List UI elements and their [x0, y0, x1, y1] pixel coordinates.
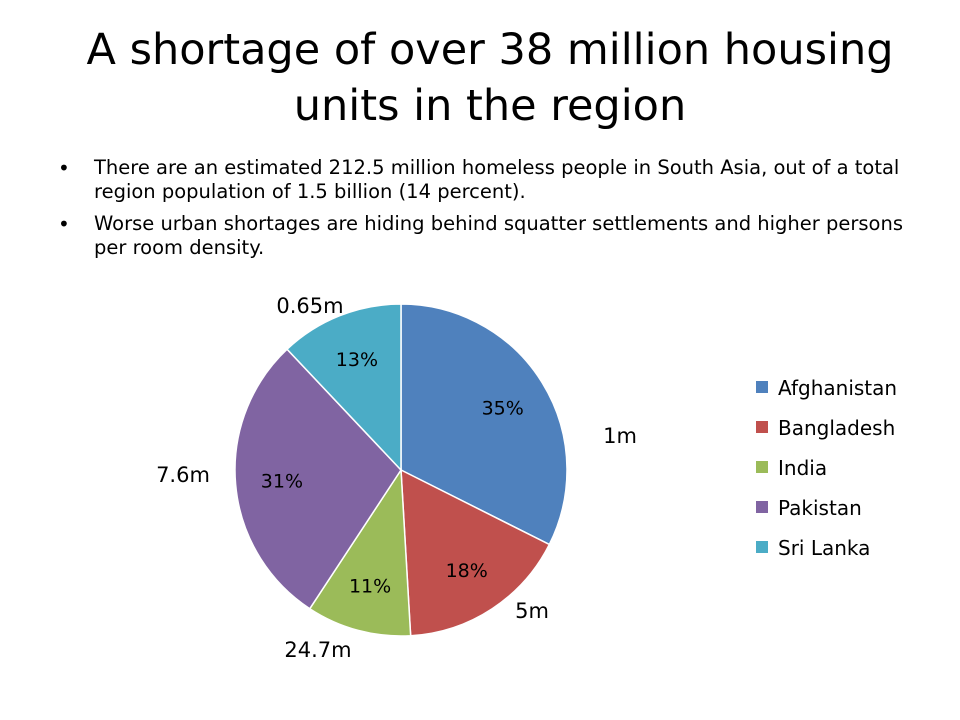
legend-swatch — [756, 501, 768, 513]
legend-label: Afghanistan — [778, 376, 897, 400]
value-label: 1m — [603, 424, 637, 448]
pie-slice-india — [308, 467, 412, 637]
legend-swatch — [756, 421, 768, 433]
value-label: 7.6m — [156, 463, 210, 487]
percent-label: 35% — [482, 397, 524, 419]
legend-swatch — [756, 541, 768, 553]
legend-label: Bangladesh — [778, 416, 895, 440]
pie-slice-pakistan — [234, 348, 402, 610]
legend-item: India — [756, 456, 827, 480]
bullet-list: There are an estimated 212.5 million hom… — [58, 156, 918, 268]
percent-label: 31% — [261, 470, 303, 492]
percent-label: 13% — [336, 349, 378, 371]
percent-labels: 35% 18% 11% 31% 13% — [261, 349, 524, 598]
slide-title: A shortage of over 38 million housing un… — [86, 25, 894, 131]
value-labels: 1m 5m 24.7m 7.6m 0.65m — [156, 294, 637, 662]
legend-item: Afghanistan — [756, 376, 897, 400]
bullet-item: There are an estimated 212.5 million hom… — [58, 156, 918, 204]
value-label: 0.65m — [276, 294, 343, 318]
legend-label: India — [778, 456, 827, 480]
value-label: 5m — [515, 599, 549, 623]
percent-label: 18% — [446, 560, 488, 582]
pie-slices — [234, 303, 568, 637]
value-label: 24.7m — [284, 638, 351, 662]
legend-item: Pakistan — [756, 496, 862, 520]
percent-label: 11% — [349, 575, 391, 597]
legend-item: Bangladesh — [756, 416, 895, 440]
bullet-item: Worse urban shortages are hiding behind … — [58, 212, 918, 260]
legend-swatch — [756, 381, 768, 393]
legend-swatch — [756, 461, 768, 473]
legend-label: Pakistan — [778, 496, 862, 520]
pie-slice-bangladesh — [400, 468, 551, 637]
legend-item: Sri Lanka — [756, 536, 870, 560]
pie-slice-sri-lanka — [286, 303, 402, 472]
pie-slice-afghanistan — [400, 303, 568, 546]
legend: Afghanistan Bangladesh India Pakistan Sri La… — [756, 376, 897, 560]
legend-label: Sri Lanka — [778, 536, 870, 560]
